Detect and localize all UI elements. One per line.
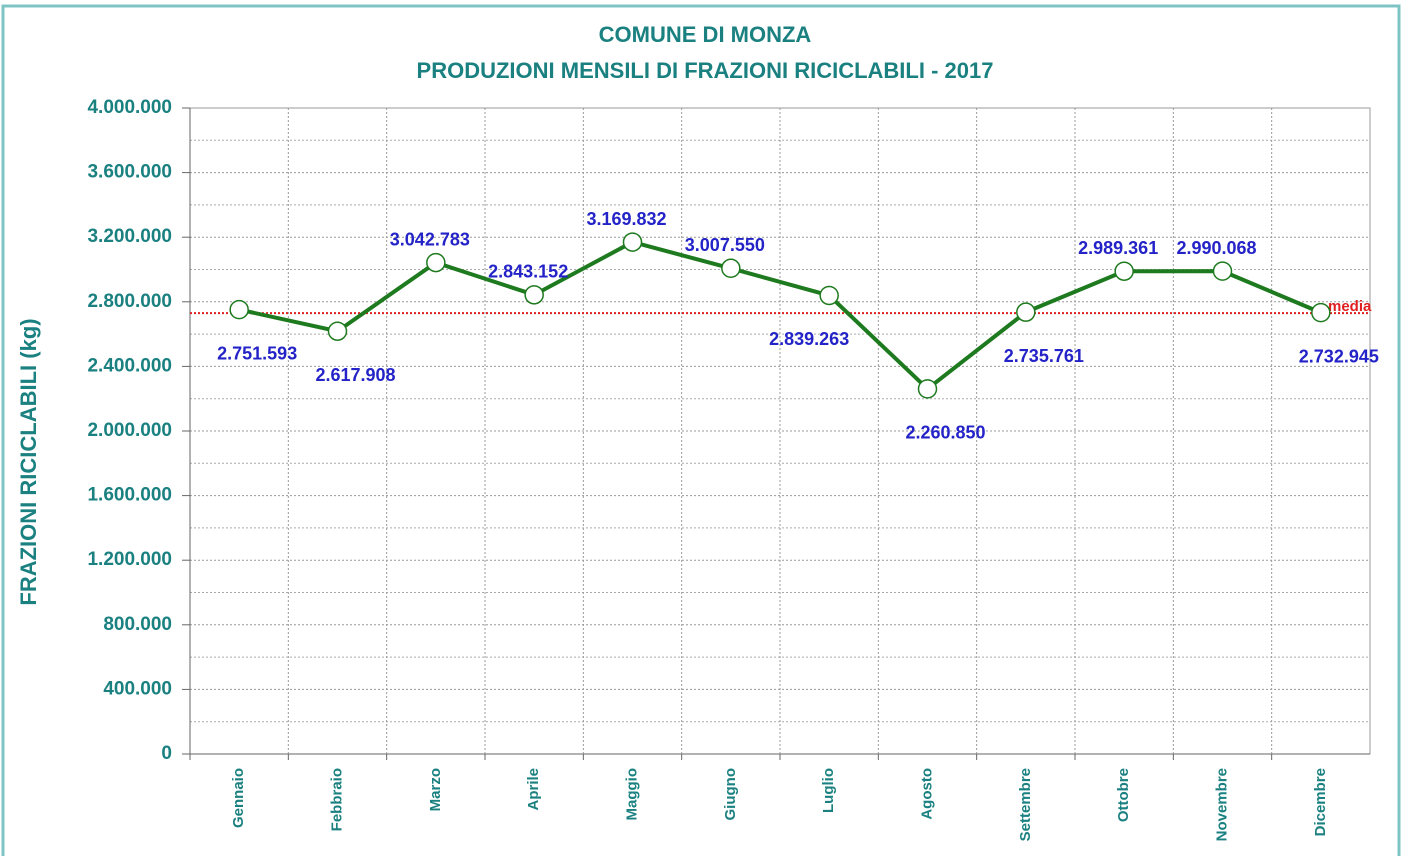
- data-label: 2.989.361: [1078, 238, 1158, 258]
- data-label: 3.042.783: [390, 229, 470, 249]
- data-label: 2.843.152: [488, 262, 568, 282]
- data-point: [1016, 302, 1036, 322]
- data-point: [917, 379, 938, 399]
- y-tick-label: 2.800.000: [87, 291, 172, 312]
- x-tick-label: Dicembre: [1312, 768, 1329, 836]
- y-tick-label: 2.400.000: [87, 355, 172, 376]
- data-line: [238, 239, 1322, 392]
- y-tick-label: 3.600.000: [87, 162, 172, 183]
- data-label: 2.260.850: [905, 423, 985, 443]
- y-tick-label: 0: [161, 743, 172, 764]
- data-label: 2.732.945: [1299, 346, 1379, 366]
- x-tick-label: Ottobre: [1115, 768, 1132, 822]
- x-tick-label: Giugno: [722, 768, 739, 821]
- y-tick-label: 3.200.000: [87, 226, 172, 247]
- y-tick-label: 4.000.000: [87, 97, 172, 118]
- y-tick-label: 1.600.000: [87, 485, 172, 506]
- data-point: [229, 299, 249, 320]
- data-label: 2.751.593: [217, 343, 297, 363]
- x-tick-label: Gennaio: [230, 768, 247, 828]
- data-label: 2.735.761: [1004, 346, 1084, 366]
- x-tick-label: Aprile: [525, 768, 542, 811]
- y-tick-label: 400.000: [103, 678, 172, 699]
- data-label: 2.839.263: [769, 329, 849, 349]
- x-tick-label: Febbraio: [328, 768, 345, 831]
- mean-label: media: [1328, 298, 1372, 315]
- data-point: [819, 285, 839, 306]
- x-tick-label: Maggio: [623, 768, 640, 821]
- data-point: [1311, 302, 1331, 323]
- y-tick-label: 2.000.000: [87, 420, 172, 441]
- chart-title: COMUNE DI MONZA: [599, 22, 812, 47]
- y-axis-label: FRAZIONI RICICLABILI (kg): [16, 318, 41, 605]
- x-tick-label: Agosto: [918, 768, 935, 820]
- data-label: 2.617.908: [315, 365, 395, 385]
- x-tick-label: Luglio: [820, 768, 837, 813]
- x-tick-label: Settembre: [1017, 768, 1034, 841]
- x-tick-label: Novembre: [1213, 768, 1230, 841]
- data-point: [1212, 261, 1233, 281]
- y-tick-label: 800.000: [103, 614, 172, 635]
- frame: [1, 4, 1401, 856]
- data-label: 3.007.550: [685, 235, 765, 255]
- x-tick-label: Marzo: [427, 768, 444, 811]
- data-label: 3.169.832: [586, 209, 666, 229]
- y-tick-label: 1.200.000: [87, 549, 172, 570]
- data-point: [426, 252, 446, 273]
- data-point: [1114, 261, 1134, 281]
- data-point: [524, 285, 544, 305]
- data-point: [327, 321, 348, 341]
- data-label: 2.990.068: [1176, 238, 1256, 258]
- chart-subtitle: PRODUZIONI MENSILI DI FRAZIONI RICICLABI…: [417, 58, 994, 83]
- data-point: [721, 258, 741, 279]
- data-point: [622, 232, 643, 252]
